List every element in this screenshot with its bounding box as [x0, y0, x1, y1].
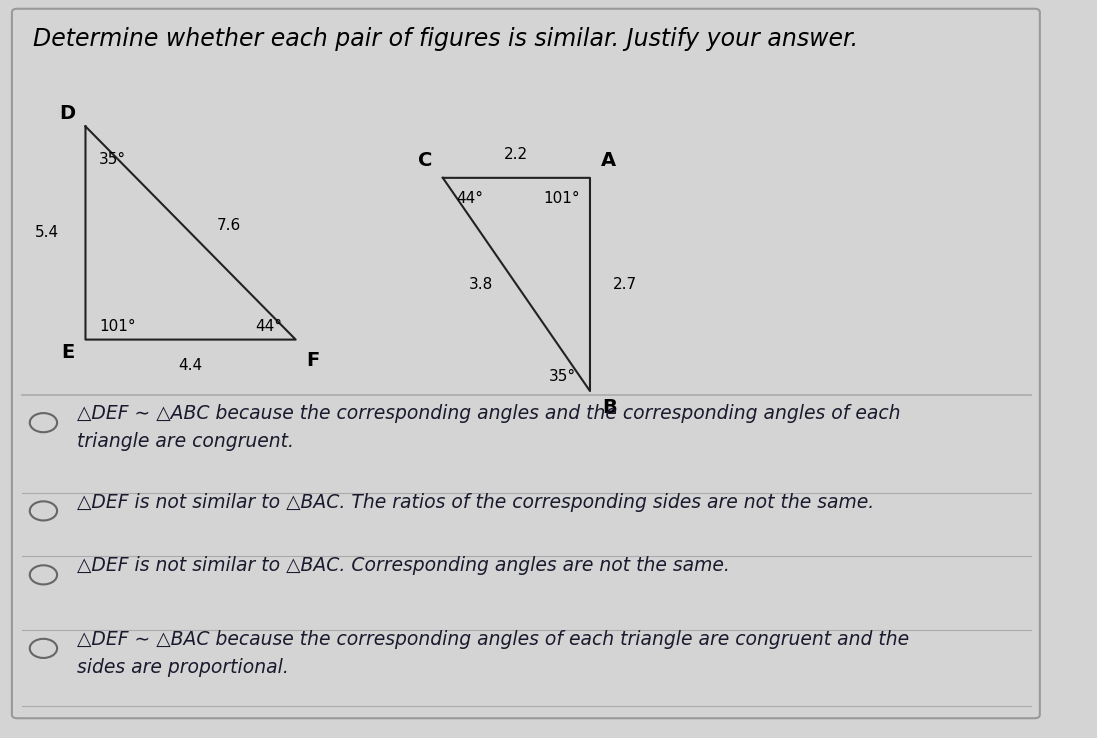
- Text: 44°: 44°: [456, 191, 484, 206]
- Text: B: B: [602, 399, 618, 418]
- Text: 3.8: 3.8: [470, 277, 494, 292]
- Text: 35°: 35°: [550, 369, 576, 384]
- Text: 2.7: 2.7: [613, 277, 637, 292]
- Text: △DEF is not similar to △BAC. The ratios of the corresponding sides are not the s: △DEF is not similar to △BAC. The ratios …: [77, 492, 874, 511]
- Text: 5.4: 5.4: [35, 226, 59, 241]
- Text: E: E: [61, 343, 75, 362]
- Text: A: A: [600, 151, 615, 170]
- Text: C: C: [418, 151, 432, 170]
- Text: △DEF ∼ △ABC because the corresponding angles and the corresponding angles of eac: △DEF ∼ △ABC because the corresponding an…: [77, 404, 901, 452]
- Text: 2.2: 2.2: [505, 147, 529, 162]
- Text: 7.6: 7.6: [217, 218, 241, 233]
- Text: D: D: [59, 104, 75, 123]
- Text: 35°: 35°: [99, 152, 126, 167]
- Text: 4.4: 4.4: [179, 358, 203, 373]
- Text: F: F: [306, 351, 319, 370]
- Text: △DEF is not similar to △BAC. Corresponding angles are not the same.: △DEF is not similar to △BAC. Correspondi…: [77, 556, 730, 576]
- Text: 44°: 44°: [255, 319, 282, 334]
- Text: △DEF ∼ △BAC because the corresponding angles of each triangle are congruent and : △DEF ∼ △BAC because the corresponding an…: [77, 630, 909, 677]
- Text: 101°: 101°: [99, 319, 136, 334]
- Text: Determine whether each pair of figures is similar. Justify your answer.: Determine whether each pair of figures i…: [33, 27, 858, 51]
- Text: 101°: 101°: [543, 191, 579, 206]
